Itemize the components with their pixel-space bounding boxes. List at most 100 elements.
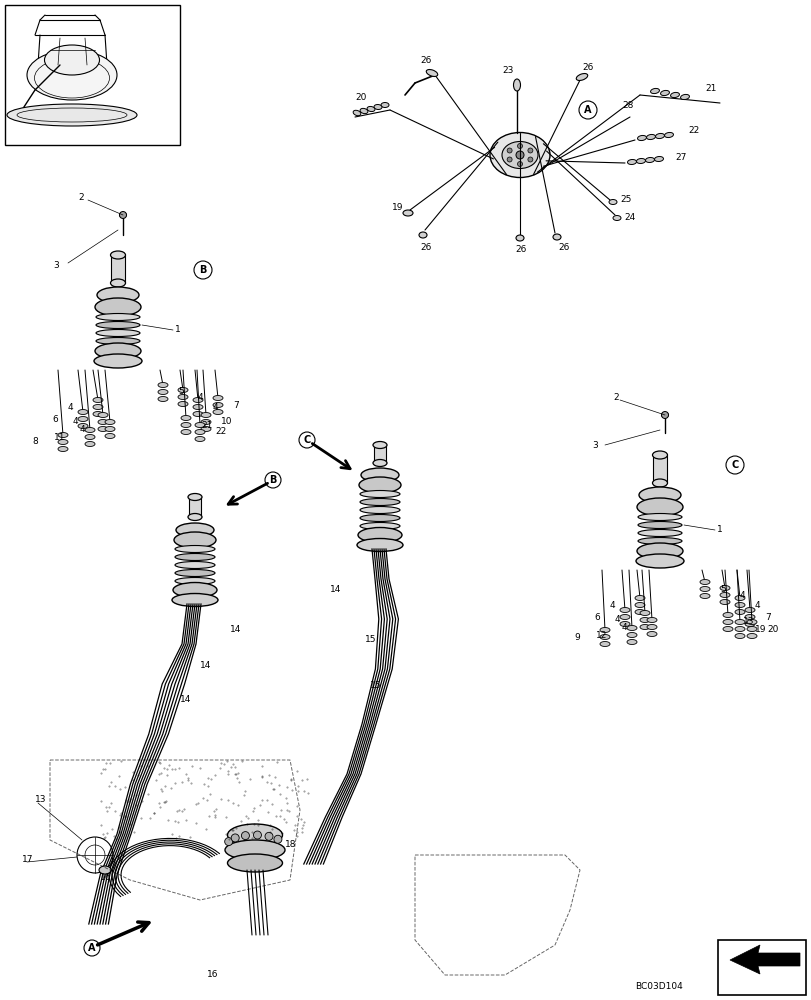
Text: 14: 14	[230, 626, 241, 635]
Circle shape	[527, 148, 532, 153]
Ellipse shape	[599, 628, 609, 633]
Ellipse shape	[374, 104, 381, 110]
Ellipse shape	[158, 382, 168, 387]
Ellipse shape	[372, 460, 387, 466]
Text: 4: 4	[754, 600, 760, 609]
Ellipse shape	[95, 343, 141, 359]
Text: A: A	[584, 105, 591, 115]
Ellipse shape	[652, 451, 667, 459]
Ellipse shape	[95, 298, 141, 316]
Ellipse shape	[99, 866, 111, 874]
Ellipse shape	[636, 158, 645, 164]
Ellipse shape	[195, 430, 204, 434]
Ellipse shape	[78, 416, 88, 422]
Text: A: A	[88, 943, 96, 953]
Circle shape	[241, 832, 249, 840]
Ellipse shape	[110, 279, 126, 287]
Ellipse shape	[746, 626, 756, 632]
Bar	[5, 5, 180, 145]
Ellipse shape	[178, 387, 188, 392]
Ellipse shape	[175, 546, 215, 552]
Text: 4: 4	[608, 600, 614, 609]
Circle shape	[273, 835, 281, 843]
Ellipse shape	[744, 621, 754, 626]
Ellipse shape	[635, 554, 683, 568]
Ellipse shape	[359, 498, 400, 506]
Ellipse shape	[699, 586, 709, 591]
Text: 6: 6	[594, 612, 599, 621]
Ellipse shape	[652, 479, 667, 487]
Text: 3: 3	[591, 440, 597, 450]
Ellipse shape	[699, 593, 709, 598]
Text: 5: 5	[719, 584, 725, 593]
Text: 23: 23	[501, 66, 513, 75]
Ellipse shape	[734, 595, 744, 600]
Ellipse shape	[98, 420, 108, 424]
Ellipse shape	[599, 635, 609, 640]
Ellipse shape	[96, 330, 139, 336]
Text: B: B	[199, 265, 207, 275]
Text: 26: 26	[514, 245, 526, 254]
Ellipse shape	[85, 428, 95, 432]
Text: 4: 4	[67, 402, 73, 412]
Text: C: C	[303, 435, 311, 445]
Ellipse shape	[58, 446, 68, 452]
Ellipse shape	[734, 609, 744, 614]
Text: 4: 4	[198, 392, 204, 401]
Ellipse shape	[358, 477, 401, 493]
Ellipse shape	[513, 79, 520, 91]
Ellipse shape	[85, 442, 95, 446]
Ellipse shape	[357, 538, 402, 552]
Ellipse shape	[659, 90, 668, 96]
Ellipse shape	[193, 412, 203, 416]
Ellipse shape	[97, 287, 139, 303]
Text: 24: 24	[623, 214, 634, 223]
Ellipse shape	[699, 580, 709, 584]
Ellipse shape	[158, 396, 168, 401]
Ellipse shape	[661, 412, 667, 418]
Text: 20: 20	[354, 93, 366, 102]
Ellipse shape	[158, 389, 168, 394]
Ellipse shape	[173, 582, 217, 597]
Text: 26: 26	[419, 56, 431, 65]
Ellipse shape	[746, 619, 756, 624]
Ellipse shape	[361, 468, 398, 482]
Ellipse shape	[193, 404, 203, 410]
Ellipse shape	[626, 626, 636, 631]
Ellipse shape	[734, 602, 744, 607]
Ellipse shape	[359, 514, 400, 522]
Ellipse shape	[639, 624, 649, 630]
Ellipse shape	[358, 528, 401, 542]
Circle shape	[264, 832, 272, 840]
Ellipse shape	[426, 70, 437, 76]
Ellipse shape	[719, 592, 729, 597]
Text: 4: 4	[620, 622, 626, 632]
Circle shape	[84, 940, 100, 956]
Text: 13: 13	[742, 617, 753, 626]
Text: 17: 17	[22, 855, 33, 864]
Bar	[652, 455, 666, 483]
Ellipse shape	[608, 200, 616, 205]
Ellipse shape	[663, 132, 672, 138]
Text: 4: 4	[72, 418, 78, 426]
Text: 26: 26	[581, 63, 593, 72]
Text: 28: 28	[621, 101, 633, 110]
Ellipse shape	[639, 610, 649, 615]
Text: 20: 20	[766, 624, 778, 634]
Text: 2: 2	[612, 392, 618, 401]
Ellipse shape	[719, 599, 729, 604]
Text: 26: 26	[419, 242, 431, 251]
Ellipse shape	[201, 420, 211, 424]
Ellipse shape	[178, 401, 188, 406]
Ellipse shape	[552, 234, 560, 240]
Text: 1: 1	[175, 326, 181, 334]
Text: 14: 14	[329, 585, 341, 594]
Bar	[374, 445, 385, 463]
Circle shape	[264, 472, 281, 488]
Ellipse shape	[734, 626, 744, 632]
Circle shape	[517, 144, 521, 149]
Ellipse shape	[380, 103, 388, 108]
Text: 10: 10	[221, 418, 232, 426]
Ellipse shape	[636, 498, 682, 516]
Ellipse shape	[181, 430, 191, 434]
